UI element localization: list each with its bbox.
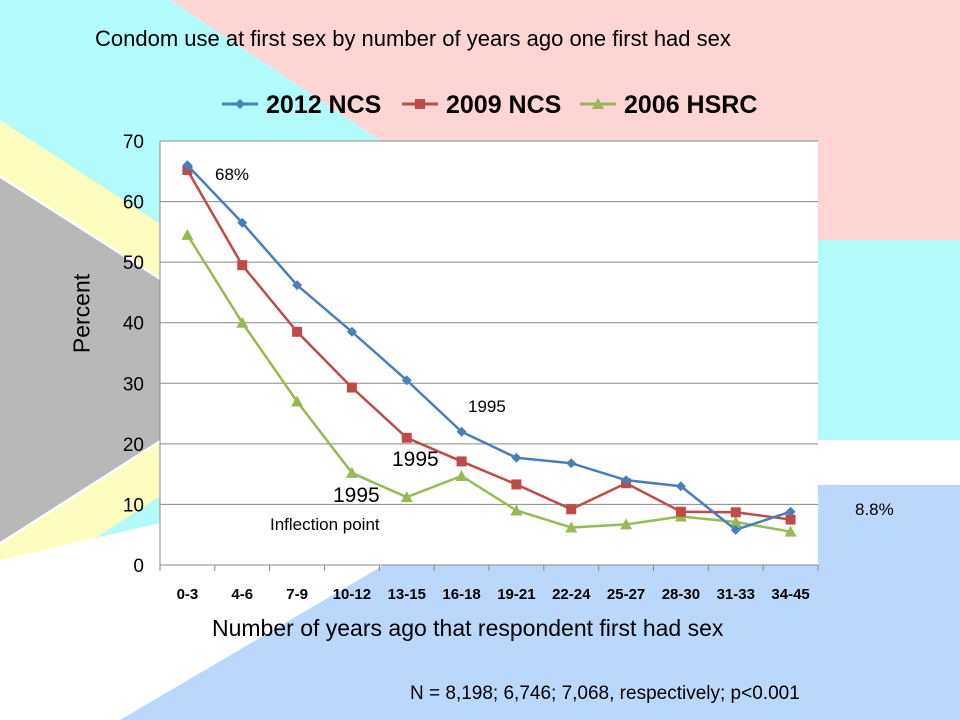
data-point-2012-ncs xyxy=(237,217,248,228)
x-tick-label: 16-18 xyxy=(442,586,480,603)
legend-marker-2012-ncs xyxy=(235,99,245,109)
background-gray-triangle xyxy=(0,178,285,542)
y-tick-label: 70 xyxy=(123,132,144,153)
data-point-2012-ncs xyxy=(182,160,193,171)
x-tick-label: 28-30 xyxy=(662,586,700,603)
legend-label-2012-ncs: 2012 NCS xyxy=(266,91,381,119)
y-tick-label: 40 xyxy=(123,314,144,335)
data-point-2012-ncs xyxy=(730,524,741,535)
series-line-2012-ncs xyxy=(186,164,791,532)
x-tick-label: 19-21 xyxy=(497,586,535,603)
y-tick-label: 30 xyxy=(123,374,144,395)
series-line-2006-hsrc xyxy=(186,234,791,533)
x-tick-label: 4-6 xyxy=(231,586,253,603)
y-tick-label: 20 xyxy=(123,435,144,456)
legend-marker-2009-ncs xyxy=(415,99,425,109)
data-point-2009-ncs xyxy=(237,260,248,271)
legend-label-2006-hsrc: 2006 HSRC xyxy=(624,91,757,119)
data-point-2009-ncs xyxy=(292,326,303,337)
data-point-2012-ncs xyxy=(675,481,686,492)
annotation-1995-blue: 1995 xyxy=(468,397,506,416)
legend-label-2009-ncs: 2009 NCS xyxy=(446,91,561,119)
annotation-1995-green: 1995 xyxy=(333,484,380,507)
x-tick-label: 31-33 xyxy=(717,586,755,603)
data-point-2012-ncs xyxy=(621,475,632,486)
data-point-2006-hsrc xyxy=(784,525,797,537)
x-axis-label: Number of years ago that respondent firs… xyxy=(212,615,724,641)
data-point-2012-ncs xyxy=(401,375,412,386)
x-tick-label: 10-12 xyxy=(333,586,371,603)
y-axis-label: Percent xyxy=(68,273,95,354)
data-point-2009-ncs xyxy=(456,456,467,467)
x-tick-label: 22-24 xyxy=(552,586,591,603)
data-point-2006-hsrc xyxy=(181,228,194,240)
data-point-2006-hsrc xyxy=(345,466,358,478)
background-cyan-band xyxy=(0,0,960,290)
annotation-inflection-point: Inflection point xyxy=(270,515,380,534)
x-tick-label: 13-15 xyxy=(388,586,426,603)
data-point-2006-hsrc xyxy=(620,518,633,530)
data-point-2006-hsrc xyxy=(455,469,468,481)
annotation-68-percent: 68% xyxy=(215,165,250,184)
data-point-2006-hsrc xyxy=(236,316,249,328)
data-point-2009-ncs xyxy=(511,479,522,490)
annotation-1995-red: 1995 xyxy=(392,448,439,471)
data-point-2009-ncs xyxy=(730,507,741,518)
data-point-2009-ncs xyxy=(566,504,577,515)
data-point-2009-ncs xyxy=(785,514,796,525)
legend-marker-2006-hsrc xyxy=(592,98,604,109)
data-point-2012-ncs xyxy=(346,326,357,337)
data-point-2009-ncs xyxy=(401,432,412,443)
series-line-2009-ncs xyxy=(186,169,791,521)
x-tick-label: 25-27 xyxy=(607,586,645,603)
y-tick-label: 60 xyxy=(123,193,144,214)
annotation-8-8-percent: 8.8% xyxy=(855,500,894,519)
data-point-2012-ncs xyxy=(292,280,303,291)
data-point-2006-hsrc xyxy=(729,515,742,527)
chart-title: Condom use at first sex by number of yea… xyxy=(95,26,731,51)
data-point-2006-hsrc xyxy=(291,395,304,407)
data-point-2006-hsrc xyxy=(510,504,523,516)
data-point-2009-ncs xyxy=(346,382,357,393)
x-tick-label: 0-3 xyxy=(177,586,199,603)
data-point-2012-ncs xyxy=(785,506,796,517)
data-point-2012-ncs xyxy=(456,426,467,437)
y-tick-label: 0 xyxy=(133,556,144,577)
x-tick-label: 7-9 xyxy=(286,586,308,603)
sample-size-note: N = 8,198; 6,746; 7,068, respectively; p… xyxy=(410,683,800,704)
data-point-2012-ncs xyxy=(566,458,577,469)
data-point-2006-hsrc xyxy=(400,491,413,503)
x-tick-label: 34-45 xyxy=(771,586,809,603)
data-point-2012-ncs xyxy=(511,452,522,463)
y-tick-label: 10 xyxy=(123,495,144,516)
y-tick-label: 50 xyxy=(123,253,144,274)
data-point-2009-ncs xyxy=(675,506,686,517)
data-point-2006-hsrc xyxy=(565,521,578,533)
